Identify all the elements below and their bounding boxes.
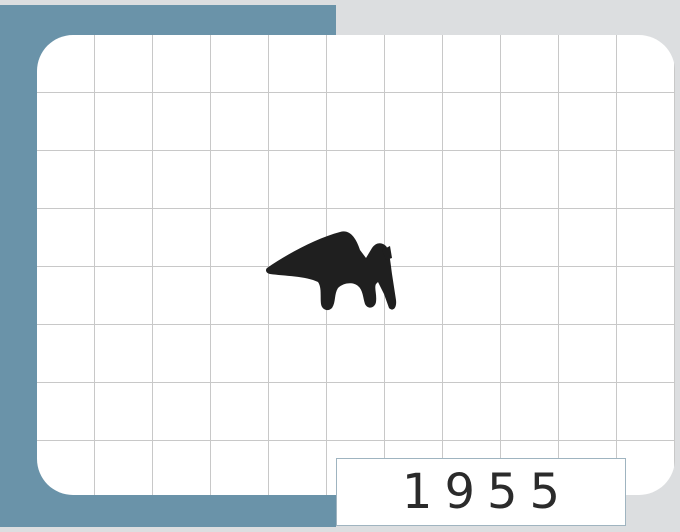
year-label: 1955: [401, 464, 573, 520]
year-label-box: 1955: [336, 458, 626, 526]
arrowhead-creature-glyph-icon: [266, 231, 397, 311]
